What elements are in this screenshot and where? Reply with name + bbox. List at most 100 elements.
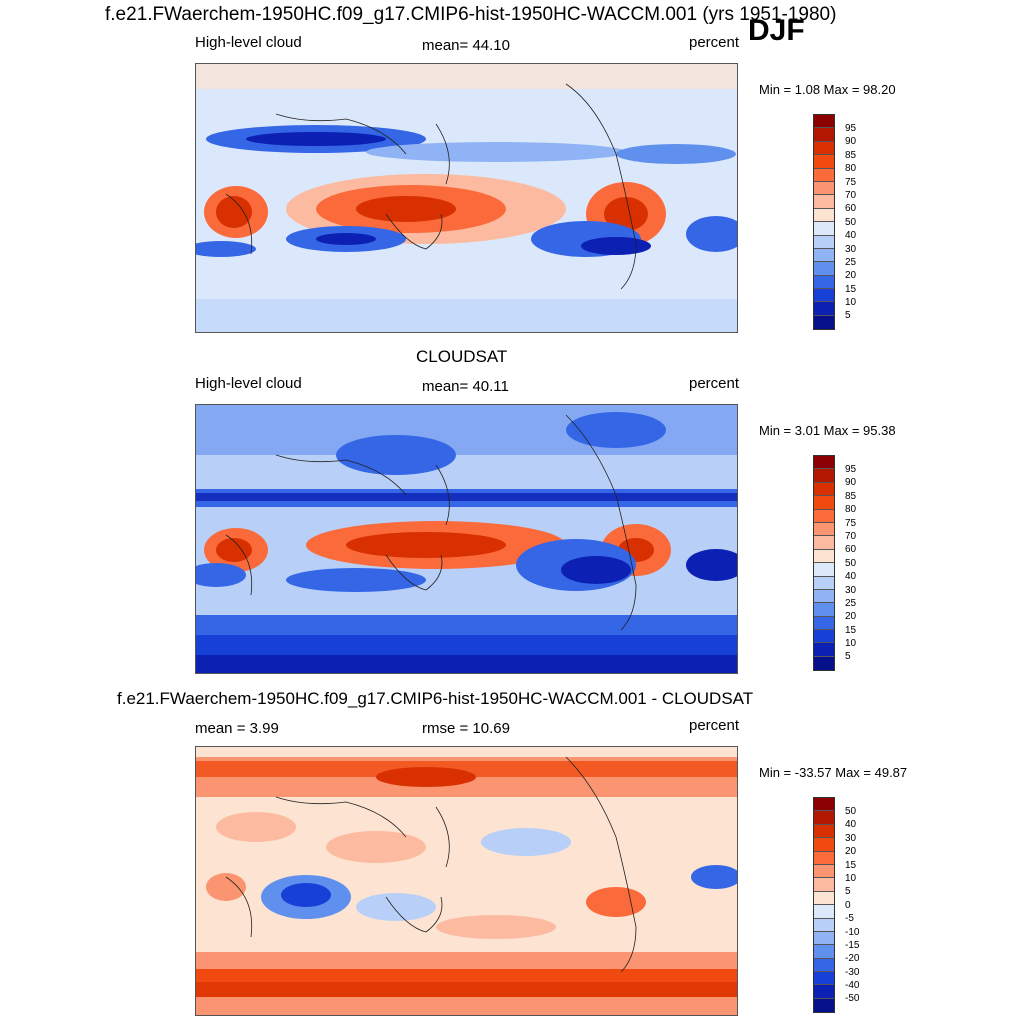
colorbar-tick: 85 — [845, 149, 857, 161]
panel2-units-label: percent — [689, 375, 740, 392]
panel3-colorbar — [813, 797, 835, 1014]
colorbar-swatch — [814, 536, 834, 550]
colorbar-swatch — [814, 275, 834, 290]
colorbar-tick: 40 — [845, 819, 857, 831]
colorbar-tick: -5 — [845, 913, 854, 925]
colorbar-swatch — [814, 469, 834, 483]
colorbar-swatch — [814, 616, 834, 631]
colorbar-swatch — [814, 603, 834, 617]
colorbar-swatch — [814, 509, 834, 523]
panel1-mean-label: mean= 44.10 — [422, 37, 510, 54]
panel1-units-label: percent — [689, 34, 740, 51]
colorbar-tick: 25 — [845, 597, 857, 609]
colorbar-swatch — [814, 851, 834, 865]
colorbar-swatch — [814, 998, 834, 1013]
colorbar-swatch — [814, 945, 834, 959]
colorbar-swatch — [814, 262, 834, 276]
colorbar-tick: 10 — [845, 297, 857, 309]
colorbar-swatch — [814, 208, 834, 223]
colorbar-tick: 0 — [845, 899, 851, 911]
panel3-units-label: percent — [689, 717, 740, 734]
colorbar-swatch — [814, 905, 834, 919]
colorbar-swatch — [814, 155, 834, 169]
colorbar-swatch — [814, 222, 834, 236]
colorbar-tick: -30 — [845, 966, 860, 978]
colorbar-tick: 10 — [845, 638, 857, 650]
colorbar-swatch — [814, 985, 834, 999]
colorbar-swatch — [814, 958, 834, 973]
colorbar-tick: 5 — [845, 886, 851, 898]
colorbar-tick: -40 — [845, 980, 860, 992]
colorbar-swatch — [814, 891, 834, 906]
colorbar-tick: 15 — [845, 283, 857, 295]
panel3-map — [195, 746, 738, 1016]
colorbar-tick: 40 — [845, 571, 857, 583]
colorbar-tick: 90 — [845, 477, 857, 489]
panel3-mean-label: mean = 3.99 — [195, 720, 279, 737]
panel2-colorbar — [813, 455, 835, 672]
panel2-colorbar-ticks: 95 90 85 80 75 70 60 50 40 30 25 20 15 1… — [845, 463, 856, 664]
colorbar-swatch — [814, 289, 834, 303]
colorbar-swatch — [814, 315, 834, 330]
colorbar-tick: 80 — [845, 504, 857, 516]
colorbar-swatch — [814, 141, 834, 156]
colorbar-swatch — [814, 195, 834, 209]
colorbar-tick: 50 — [845, 806, 857, 817]
panel2-map — [195, 404, 738, 674]
colorbar-swatch — [814, 496, 834, 510]
colorbar-tick: 20 — [845, 270, 857, 282]
colorbar-tick: 75 — [845, 176, 857, 188]
season-label: DJF — [748, 14, 805, 47]
colorbar-swatch — [814, 235, 834, 249]
colorbar-swatch — [814, 248, 834, 263]
colorbar-tick: 25 — [845, 256, 857, 268]
colorbar-swatch — [814, 931, 834, 946]
colorbar-tick: 50 — [845, 557, 857, 569]
colorbar-tick: 95 — [845, 464, 857, 475]
colorbar-swatch — [814, 168, 834, 182]
panel1-map — [195, 63, 738, 333]
panel3-rmse-label: rmse = 10.69 — [422, 720, 510, 737]
panel1-colorbar-ticks: 95 90 85 80 75 70 60 50 40 30 25 20 15 1… — [845, 122, 856, 323]
colorbar-tick: 5 — [845, 310, 851, 322]
colorbar-swatch — [814, 456, 834, 470]
colorbar-swatch — [814, 549, 834, 564]
colorbar-swatch — [814, 563, 834, 577]
colorbar-tick: 70 — [845, 189, 857, 201]
colorbar-tick: 20 — [845, 611, 857, 623]
panel2-variable-label: High-level cloud — [195, 375, 302, 392]
colorbar-swatch — [814, 128, 834, 142]
colorbar-tick: 80 — [845, 163, 857, 175]
colorbar-tick: 60 — [845, 544, 857, 556]
colorbar-tick: 85 — [845, 490, 857, 502]
colorbar-tick: 15 — [845, 624, 857, 636]
colorbar-swatch — [814, 643, 834, 657]
colorbar-tick: -50 — [845, 993, 860, 1005]
colorbar-swatch — [814, 181, 834, 196]
colorbar-swatch — [814, 115, 834, 129]
colorbar-tick: 10 — [845, 872, 857, 884]
colorbar-swatch — [814, 522, 834, 537]
panel3-colorbar-ticks: 50 40 30 20 15 10 5 0 -5 -10 -15 -20 -30… — [845, 805, 859, 1006]
colorbar-tick: 70 — [845, 530, 857, 542]
panel1-minmax: Min = 1.08 Max = 98.20 — [759, 82, 896, 97]
figure-title: f.e21.FWaerchem-1950HC.f09_g17.CMIP6-his… — [105, 4, 837, 25]
colorbar-tick: 5 — [845, 651, 851, 663]
colorbar-tick: 95 — [845, 123, 857, 134]
colorbar-swatch — [814, 838, 834, 852]
colorbar-swatch — [814, 576, 834, 590]
panel2-minmax: Min = 3.01 Max = 95.38 — [759, 423, 896, 438]
colorbar-swatch — [814, 798, 834, 812]
colorbar-swatch — [814, 482, 834, 497]
colorbar-swatch — [814, 302, 834, 316]
panel1-colorbar — [813, 114, 835, 331]
colorbar-tick: 75 — [845, 517, 857, 529]
colorbar-swatch — [814, 918, 834, 932]
colorbar-tick: -15 — [845, 939, 860, 951]
colorbar-tick: 60 — [845, 203, 857, 215]
colorbar-swatch — [814, 824, 834, 839]
colorbar-swatch — [814, 864, 834, 879]
panel2-mean-label: mean= 40.11 — [422, 378, 509, 395]
colorbar-tick: 40 — [845, 230, 857, 242]
colorbar-tick: 30 — [845, 243, 857, 255]
